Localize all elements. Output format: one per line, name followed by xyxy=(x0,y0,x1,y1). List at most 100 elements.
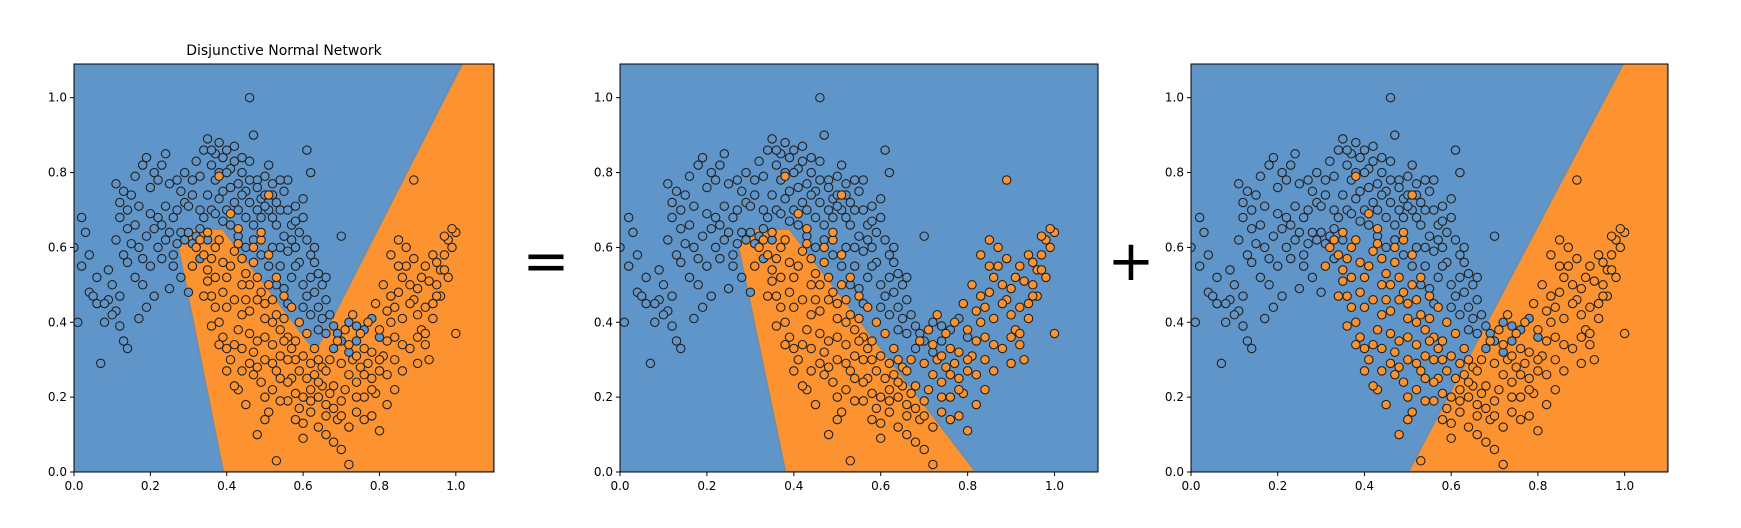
point-class-a xyxy=(1351,194,1361,204)
point-class-b xyxy=(1442,317,1452,328)
point-class-b xyxy=(1433,302,1443,313)
point-class-b xyxy=(984,287,995,298)
point-class-a xyxy=(122,223,133,234)
point-class-b xyxy=(1611,272,1621,283)
point-class-a xyxy=(802,205,812,215)
point-class-a xyxy=(298,280,308,290)
point-class-b xyxy=(1472,399,1482,410)
point-class-a xyxy=(302,291,312,301)
point-class-b xyxy=(1585,339,1595,350)
point-class-b xyxy=(1403,414,1413,425)
point-class-b xyxy=(902,366,912,376)
point-class-a xyxy=(797,197,808,208)
point-class-b xyxy=(321,366,331,376)
point-class-b xyxy=(1550,302,1561,313)
point-class-a xyxy=(160,149,171,159)
point-class-a xyxy=(157,220,167,230)
point-class-b xyxy=(244,358,255,369)
point-class-a xyxy=(1394,182,1404,193)
point-class-a xyxy=(149,167,159,178)
point-class-b xyxy=(367,373,377,384)
point-class-b xyxy=(374,366,385,376)
y-tick-label: 0.6 xyxy=(1165,240,1184,254)
point-class-b xyxy=(1489,396,1500,406)
point-class-b xyxy=(199,291,209,301)
point-class-a xyxy=(1442,227,1452,238)
point-class-a xyxy=(199,212,209,223)
point-class-b xyxy=(988,313,999,324)
point-class-b xyxy=(218,287,228,298)
point-class-a xyxy=(780,194,790,204)
point-class-b xyxy=(928,369,938,380)
point-class-a xyxy=(636,291,647,301)
point-class-b xyxy=(1411,384,1422,395)
point-class-a xyxy=(244,156,255,167)
point-class-b xyxy=(275,325,285,335)
point-class-a xyxy=(237,167,247,178)
point-class-a xyxy=(663,235,673,245)
x-tick-label: 0.2 xyxy=(1268,479,1287,493)
point-class-b xyxy=(1567,280,1578,290)
point-class-b xyxy=(1355,287,1365,298)
point-class-a xyxy=(206,145,217,155)
point-class-b xyxy=(928,422,938,432)
point-class-a xyxy=(286,235,297,245)
point-class-a xyxy=(836,261,847,271)
point-class-a xyxy=(321,295,331,305)
point-class-b xyxy=(1463,354,1474,365)
point-class-a xyxy=(780,137,790,148)
point-class-b xyxy=(1463,422,1474,432)
panel-disjunctive-normal-network: 0.0 0.2 0.4 0.6 0.8 1.0 0.0 0.2 0.4 0.6 0.8 1.0 Disj… xyxy=(48,43,495,493)
point-class-b xyxy=(784,257,795,268)
axes-frame xyxy=(1190,63,1669,473)
point-class-a xyxy=(706,167,717,178)
point-class-a xyxy=(1338,134,1348,144)
point-class-b xyxy=(867,354,877,365)
point-class-a xyxy=(806,167,816,178)
point-class-a xyxy=(715,253,725,264)
point-class-b xyxy=(1359,366,1370,376)
point-class-a xyxy=(1468,280,1478,290)
point-class-b xyxy=(336,411,347,421)
point-class-a xyxy=(1446,212,1456,223)
point-class-a xyxy=(893,302,903,313)
point-class-a xyxy=(137,253,148,264)
point-class-a xyxy=(1242,336,1253,346)
point-class-a xyxy=(784,216,795,226)
point-class-b xyxy=(344,459,354,470)
point-class-a xyxy=(936,321,947,331)
point-class-b xyxy=(447,242,457,253)
point-class-b xyxy=(412,332,423,342)
point-class-b xyxy=(428,250,438,260)
point-class-a xyxy=(654,265,664,275)
point-class-a xyxy=(149,223,159,234)
point-class-b xyxy=(806,310,816,320)
point-class-b xyxy=(832,298,843,309)
point-class-a xyxy=(130,171,140,182)
point-class-b xyxy=(875,392,886,402)
point-class-a xyxy=(1246,257,1257,268)
point-class-b xyxy=(771,291,782,301)
point-class-b xyxy=(298,418,308,429)
point-class-a xyxy=(832,201,843,211)
point-class-b xyxy=(237,343,247,354)
point-class-b xyxy=(1559,313,1569,324)
point-class-a xyxy=(1390,130,1400,140)
point-class-b xyxy=(248,257,259,268)
point-class-a xyxy=(823,205,834,215)
point-class-a xyxy=(875,280,886,290)
point-class-b xyxy=(248,242,259,253)
point-class-a xyxy=(736,272,747,283)
point-class-b xyxy=(1455,407,1465,417)
point-class-b xyxy=(1442,366,1452,376)
point-class-a xyxy=(199,145,209,155)
point-class-a xyxy=(728,261,738,271)
point-class-b xyxy=(928,339,938,350)
point-class-a xyxy=(187,190,198,200)
point-class-a xyxy=(145,182,156,193)
point-class-b xyxy=(1338,227,1348,238)
point-class-a xyxy=(1468,313,1478,324)
point-class-a xyxy=(183,287,194,298)
point-class-b xyxy=(233,238,243,249)
point-class-a xyxy=(1377,167,1387,178)
